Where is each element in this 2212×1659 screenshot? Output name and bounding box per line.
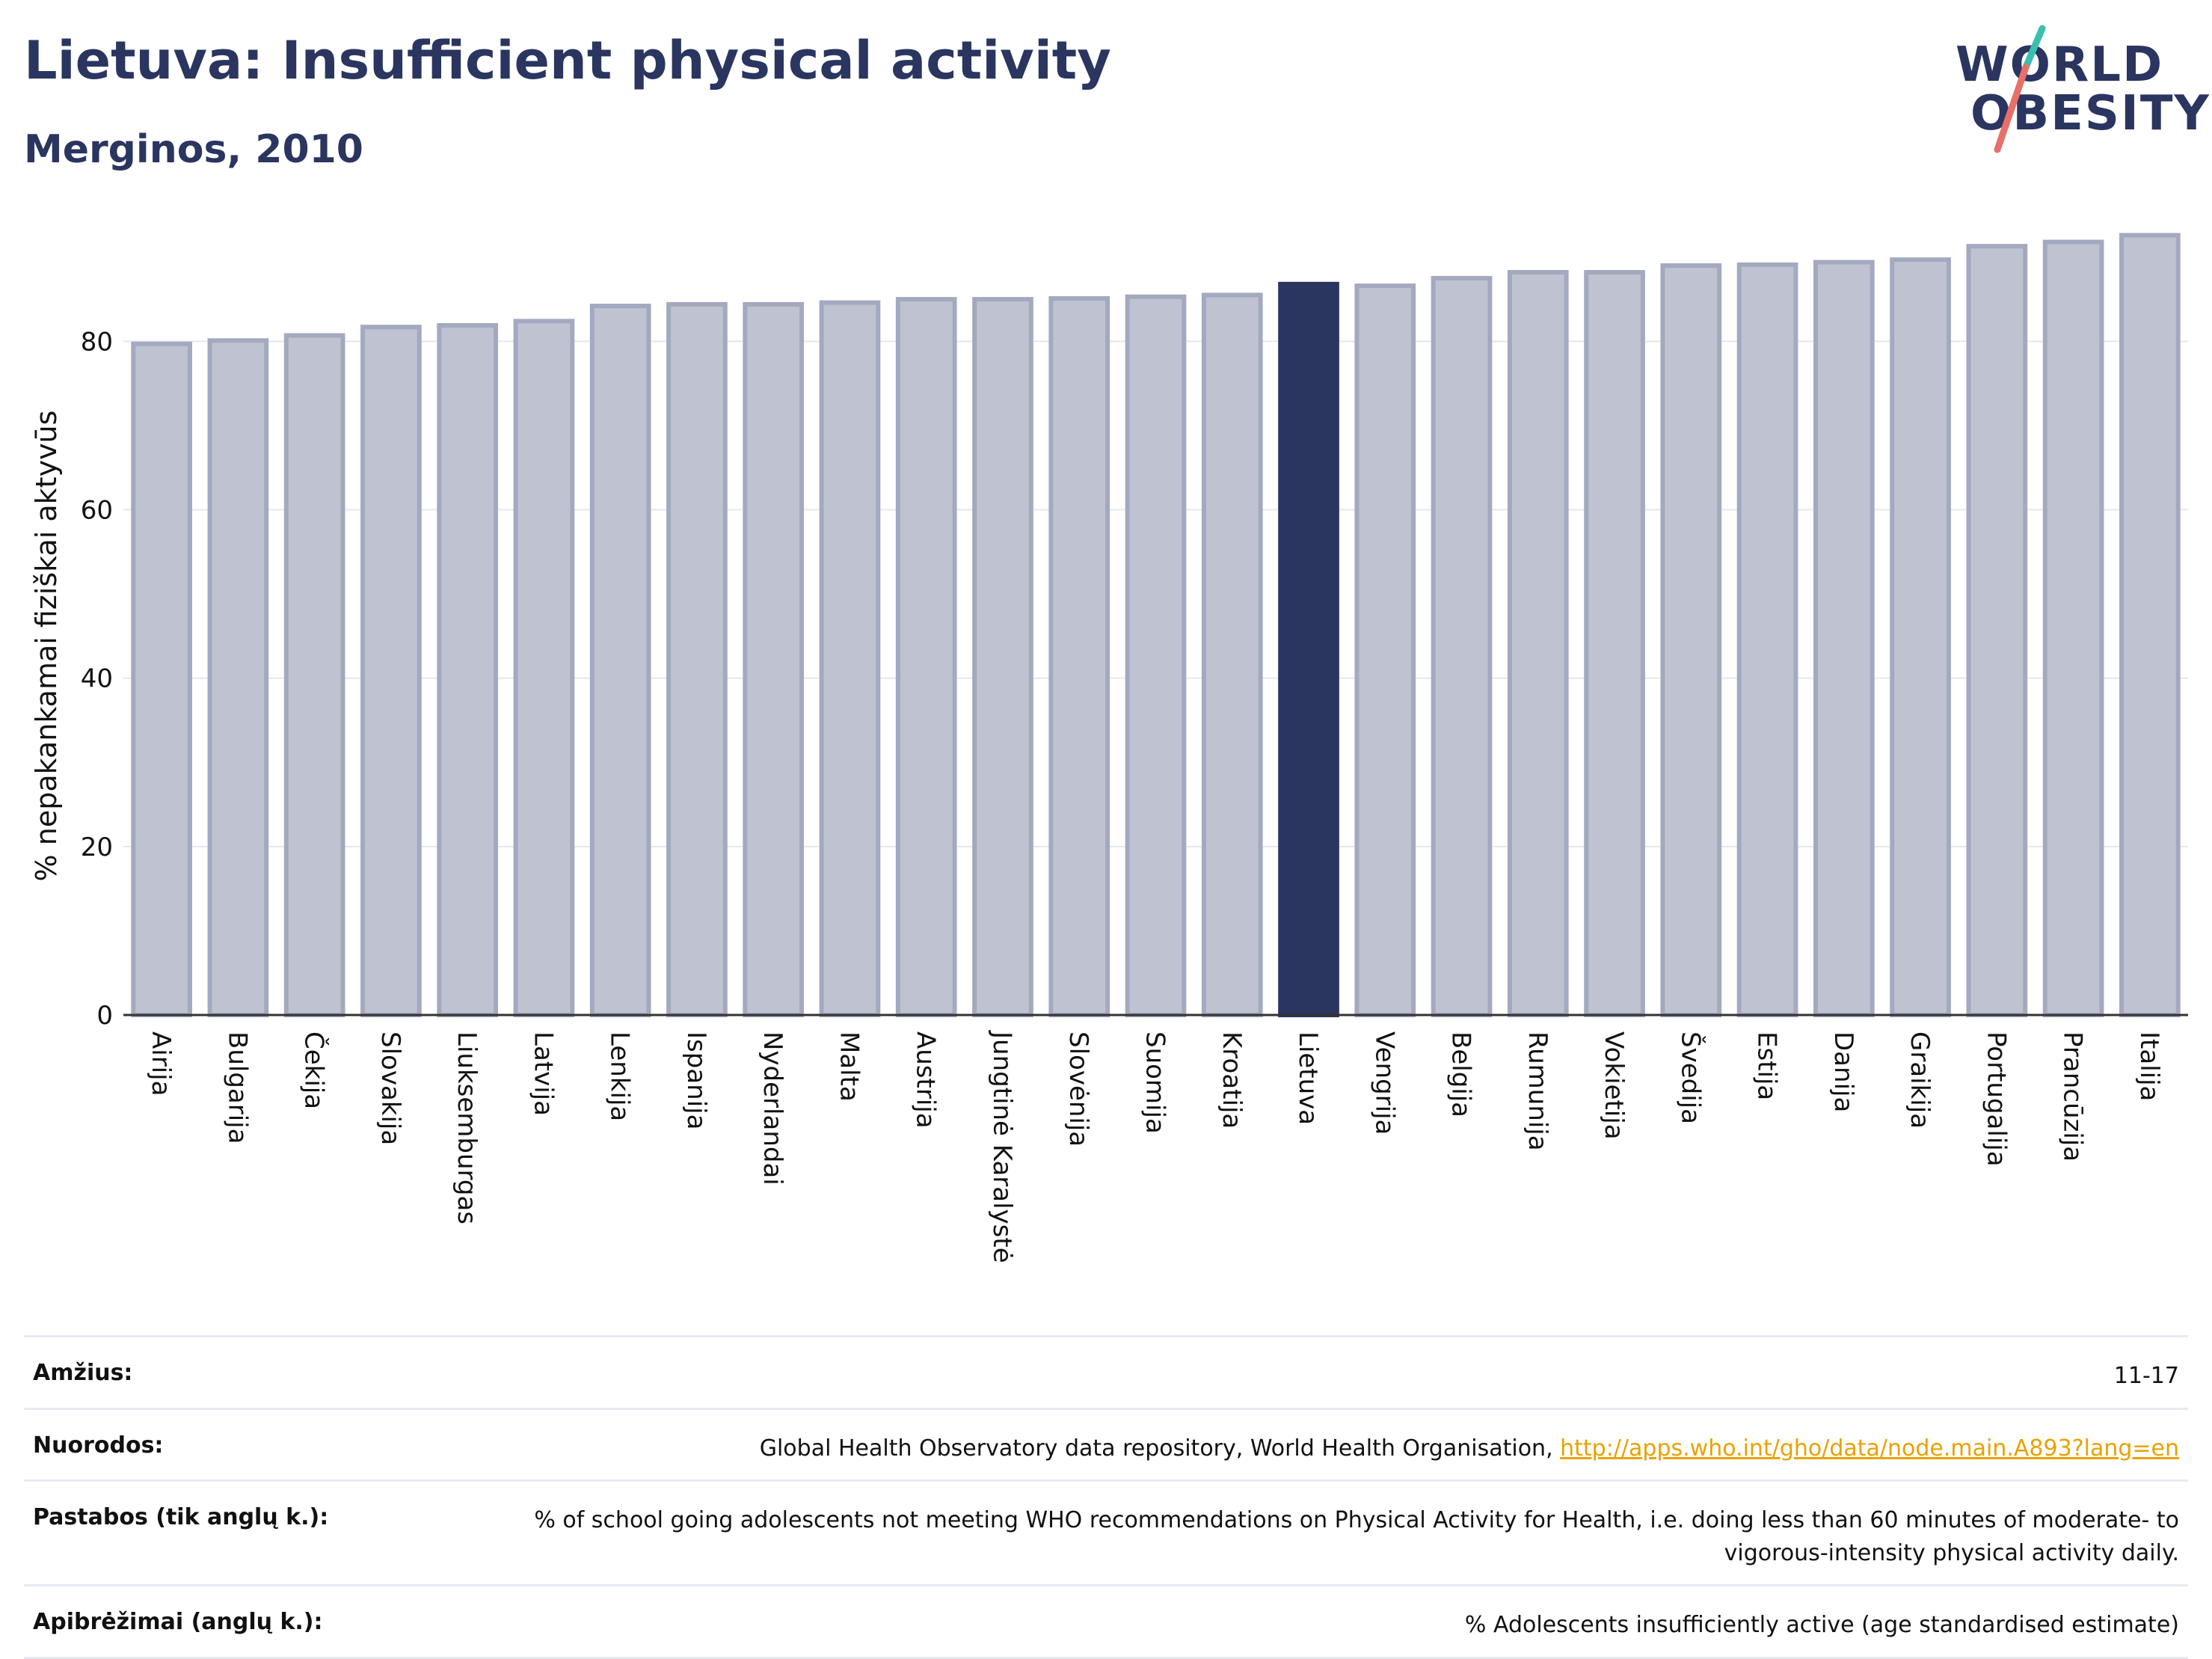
bar xyxy=(1048,295,1110,1017)
bar xyxy=(1354,283,1416,1017)
metadata-value: 11-17 xyxy=(2113,1363,2179,1389)
y-tick-label: 40 xyxy=(81,664,113,694)
metadata-row-references: Nuorodos: Global Health Observatory data… xyxy=(24,1407,2188,1480)
bar xyxy=(972,297,1033,1017)
logo-slash-icon xyxy=(1994,25,2046,153)
x-tick-label: Vengrija xyxy=(1369,1031,1399,1135)
bar xyxy=(513,319,575,1017)
y-axis-label: % nepakankamai fiziškai aktyvūs xyxy=(30,411,63,882)
x-tick-label: Belgija xyxy=(1446,1031,1476,1117)
x-tick-label: Austrija xyxy=(911,1031,941,1129)
x-tick-label: Lenkija xyxy=(605,1031,635,1121)
chart-axes: 0 20 40 60 80 Airija Bulgarija Čekija Slovakija L… xyxy=(81,327,2188,1263)
bar xyxy=(360,325,422,1017)
bar xyxy=(283,333,345,1018)
metadata-source-text: Global Health Observatory data repositor… xyxy=(759,1435,1561,1462)
metadata-key: Amžius: xyxy=(33,1360,133,1386)
x-tick-label: Kroatija xyxy=(1217,1031,1247,1129)
metadata-key: Pastabos (tik anglų k.): xyxy=(33,1504,329,1530)
bar xyxy=(1125,294,1187,1018)
bar xyxy=(819,300,881,1017)
bar xyxy=(1584,270,1645,1018)
x-tick-label: Graikija xyxy=(1905,1031,1935,1129)
metadata-key: Apibrėžimai (anglų k.): xyxy=(33,1609,323,1635)
x-tick-label: Vokietija xyxy=(1599,1031,1629,1140)
bar xyxy=(2042,239,2104,1018)
bar xyxy=(437,322,499,1017)
metadata-value: % Adolescents insufficiently active (age… xyxy=(1464,1612,2179,1638)
bar xyxy=(2119,233,2181,1018)
bar xyxy=(207,338,269,1018)
x-tick-label: Estija xyxy=(1752,1031,1782,1100)
bar-highlight xyxy=(1278,281,1339,1018)
x-tick-label: Jungtinė Karalystė xyxy=(987,1030,1017,1263)
x-tick-label: Ispanija xyxy=(681,1031,711,1129)
x-tick-label: Prancūzija xyxy=(2058,1031,2088,1162)
metadata-row-definitions: Apibrėžimai (anglų k.): % Adolescents in… xyxy=(24,1584,2188,1659)
bar xyxy=(1507,270,1569,1018)
x-tick-label: Slovėnija xyxy=(1063,1031,1093,1147)
page-subtitle: Merginos, 2010 xyxy=(24,127,363,172)
bar xyxy=(131,341,192,1018)
bar xyxy=(1736,262,1798,1018)
y-tick-label: 0 xyxy=(96,1001,113,1031)
page-title: Lietuva: Insufficient physical activity xyxy=(24,30,1111,91)
x-tick-label: Rumunija xyxy=(1523,1031,1552,1151)
x-tick-label: Bulgarija xyxy=(222,1031,252,1144)
x-tick-label: Švedija xyxy=(1675,1031,1706,1124)
x-tick-label: Čekija xyxy=(299,1031,330,1109)
metadata-key: Nuorodos: xyxy=(33,1432,164,1459)
metadata-row-age: Amžius: 11-17 xyxy=(24,1335,2188,1408)
bar xyxy=(1660,263,1722,1017)
x-tick-label: Portugalija xyxy=(1981,1031,2011,1167)
x-tick-label: Danija xyxy=(1828,1031,1858,1112)
bar xyxy=(1966,244,2028,1018)
bar-chart: 0 20 40 60 80 Airija Bulgarija Čekija Slovakija L… xyxy=(30,233,2188,1263)
x-tick-label: Lietuva xyxy=(1293,1031,1323,1125)
bar xyxy=(666,301,728,1018)
x-tick-label: Airija xyxy=(146,1031,176,1096)
metadata-row-notes: Pastabos (tik anglų k.): % of school goi… xyxy=(24,1479,2188,1584)
source-link[interactable]: http://apps.who.int/gho/data/node.main.A… xyxy=(1560,1435,2179,1462)
bar xyxy=(1201,292,1263,1017)
x-tick-label: Nyderlandai xyxy=(758,1031,787,1186)
x-tick-label: Italija xyxy=(2134,1031,2164,1101)
metadata-value: % of school going adolescents not meetin… xyxy=(534,1507,2179,1566)
x-tick-label: Suomija xyxy=(1140,1031,1170,1134)
x-tick-label: Liuksemburgas xyxy=(452,1031,482,1224)
bar xyxy=(1431,275,1493,1017)
bar xyxy=(743,301,805,1018)
metadata-value: Global Health Observatory data repositor… xyxy=(760,1432,2179,1465)
bar xyxy=(1890,257,1951,1017)
bar xyxy=(589,304,651,1017)
logo-text-line1: WORLD xyxy=(1956,37,2164,93)
metadata-table: Amžius: 11-17 Nuorodos: Global Health Ob… xyxy=(24,1335,2188,1659)
bar xyxy=(895,297,957,1017)
x-tick-label: Malta xyxy=(834,1031,864,1102)
bar xyxy=(1813,260,1875,1017)
y-tick-label: 20 xyxy=(81,832,113,862)
chart-bars xyxy=(131,233,2181,1018)
x-tick-label: Slovakija xyxy=(375,1031,405,1145)
y-tick-label: 60 xyxy=(81,496,113,526)
world-obesity-logo: WORLD OBESITY xyxy=(1948,22,2209,157)
y-tick-label: 80 xyxy=(81,327,113,357)
x-tick-label: Latvija xyxy=(528,1031,558,1116)
